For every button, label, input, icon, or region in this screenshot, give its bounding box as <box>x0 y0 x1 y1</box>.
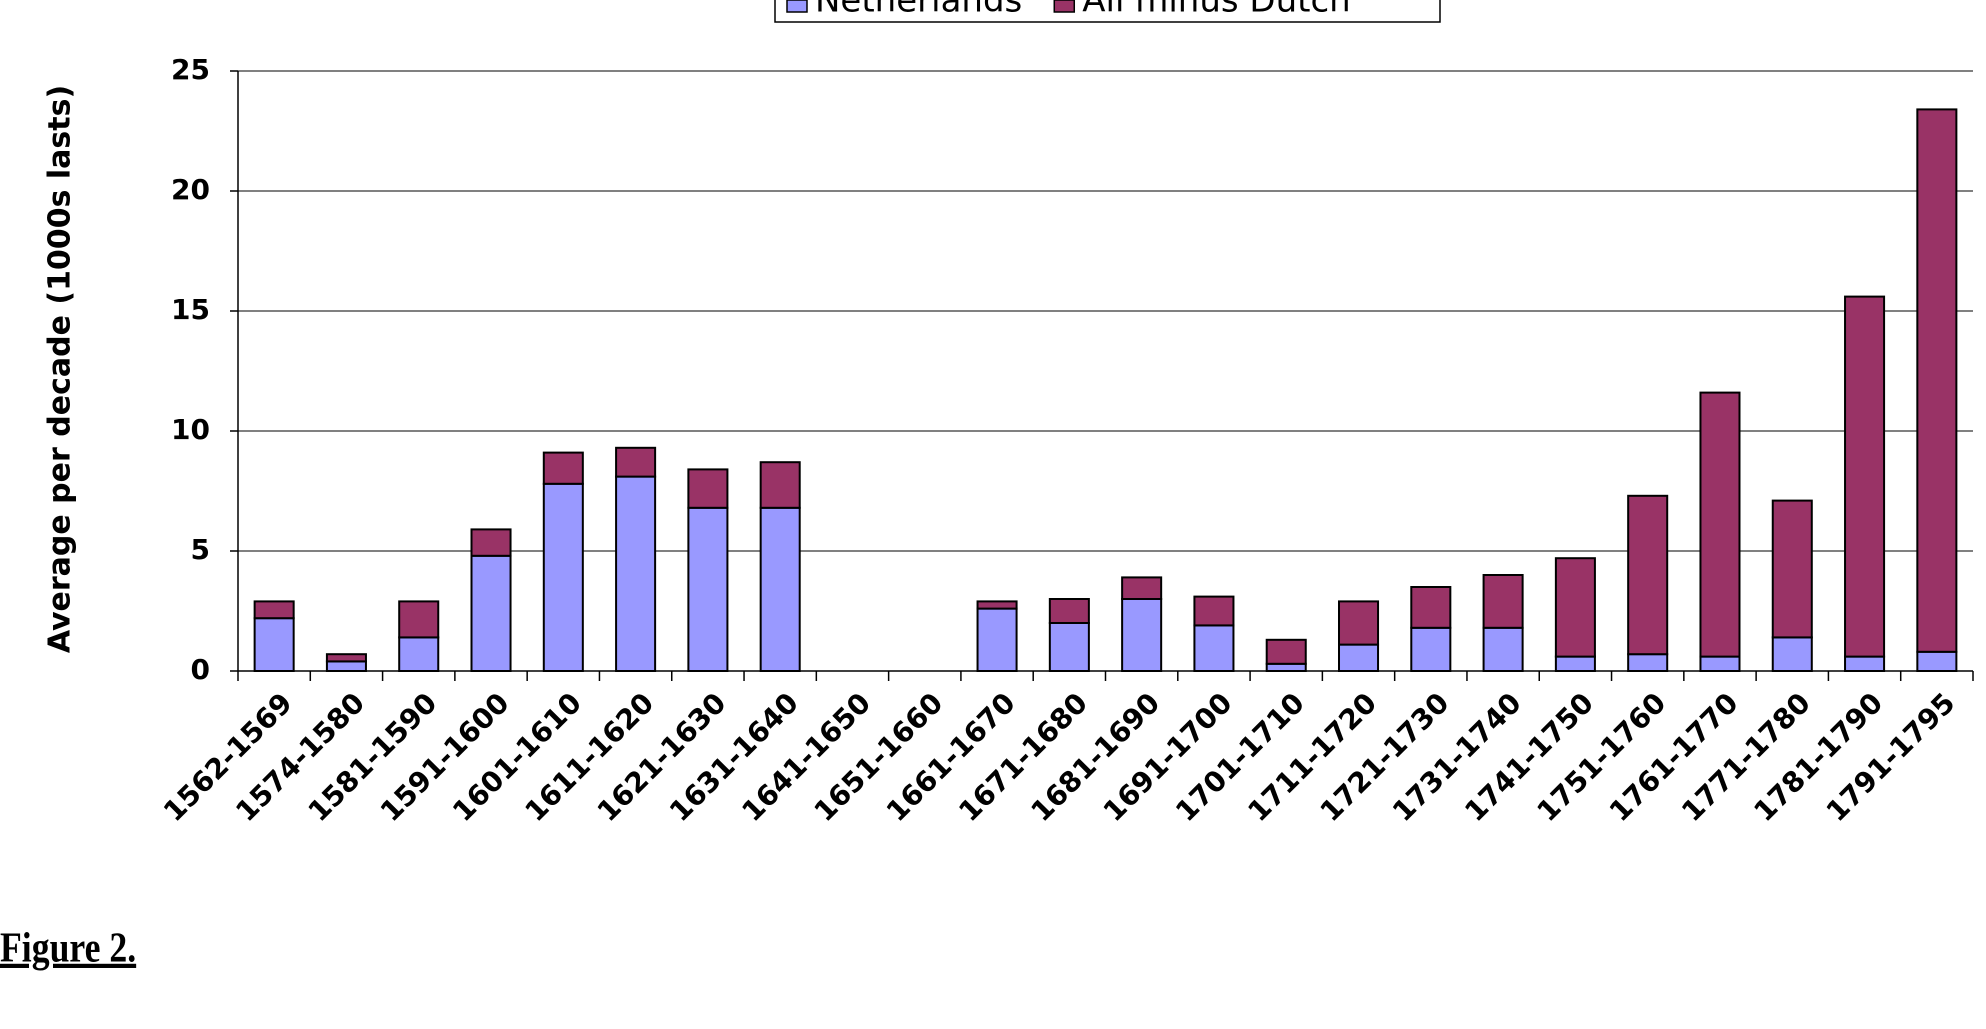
bar-segment <box>759 506 801 672</box>
bar-segment <box>470 528 512 557</box>
bar-segment <box>1482 626 1524 672</box>
bar-segment <box>325 660 367 673</box>
y-tick-label: 5 <box>191 533 210 566</box>
bar-segment <box>542 482 584 672</box>
bar-segment <box>976 600 1018 610</box>
caption: Figure 2. <box>0 925 136 971</box>
bar-segment <box>1771 499 1813 639</box>
bar-segment <box>1482 574 1524 629</box>
bar-segment <box>1410 586 1452 629</box>
legend-label: Netherlands <box>815 0 1022 21</box>
bar-segment <box>1265 662 1307 672</box>
bar-segment <box>1410 626 1452 672</box>
bar-segment <box>253 600 295 620</box>
y-tick-label: 10 <box>171 413 210 446</box>
bar-segment <box>1193 624 1235 673</box>
bar-segment <box>1121 598 1163 672</box>
bar-segment <box>1699 655 1741 672</box>
bar-segment <box>1916 650 1958 672</box>
bar-segment <box>976 607 1018 672</box>
bar-segment <box>1338 643 1380 672</box>
legend-box <box>774 0 1441 23</box>
y-tick-label: 25 <box>171 53 210 86</box>
bar-segment <box>1554 655 1596 672</box>
bar-segment <box>687 506 729 672</box>
y-axis-label: Average per decade (1000s lasts) <box>43 85 78 653</box>
bar-segment <box>1844 655 1886 672</box>
bar-segment <box>1265 638 1307 665</box>
y-tick-label: 0 <box>191 653 210 686</box>
y-tick-label: 15 <box>171 293 210 326</box>
legend-label: All minus Dutch <box>1082 0 1350 21</box>
bar-segment <box>1699 391 1741 658</box>
bar-segment <box>253 617 295 673</box>
bar-segment <box>1121 576 1163 601</box>
bar-segment <box>1193 595 1235 627</box>
bar-segment <box>398 600 440 639</box>
bar-segment <box>1554 557 1596 658</box>
bar-segment <box>542 451 584 485</box>
bar-segment <box>1844 295 1886 658</box>
bar-segment <box>470 554 512 672</box>
bar-segment <box>1338 600 1380 646</box>
bar-segment <box>1048 598 1090 624</box>
bar-segment <box>615 446 657 478</box>
bar-segment <box>615 475 657 672</box>
bar-segment <box>759 461 801 509</box>
bar-segment <box>1916 108 1958 653</box>
legend-swatch <box>786 0 808 13</box>
bar-segment <box>1627 653 1669 673</box>
bar-segment <box>325 653 367 663</box>
bar-segment <box>1048 622 1090 672</box>
bar-segment <box>398 636 440 673</box>
legend-swatch <box>1053 0 1076 13</box>
y-tick-label: 20 <box>171 173 210 206</box>
bar-segment <box>687 468 729 509</box>
bar-segment <box>1627 494 1669 656</box>
bar-segment <box>1771 636 1813 673</box>
